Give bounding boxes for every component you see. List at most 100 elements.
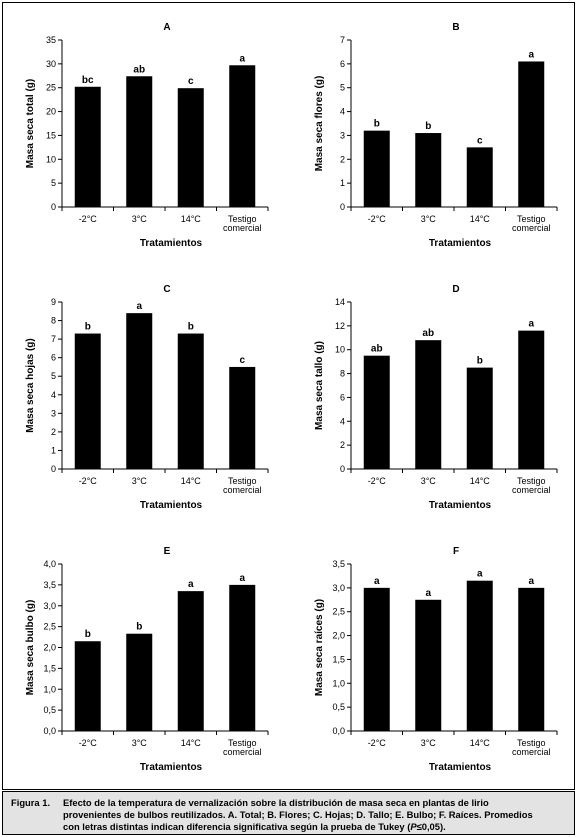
y-tick-label: 0,5 (43, 705, 56, 715)
category-label: Testigo comercial (223, 476, 262, 495)
significance-letter: b (85, 322, 91, 333)
chart-title: A (163, 22, 170, 33)
significance-letter: a (528, 319, 534, 330)
y-tick-label: 5 (51, 178, 56, 188)
bar (466, 367, 493, 469)
y-tick-label: 6 (340, 392, 345, 402)
bar (415, 340, 442, 469)
y-tick-label: 5 (340, 83, 345, 93)
category-label: 3°C (132, 476, 148, 486)
bar (363, 587, 390, 731)
significance-letter: a (374, 576, 380, 587)
bar (74, 333, 101, 469)
y-tick-label: 0 (340, 202, 345, 212)
category-label: 14°C (181, 476, 202, 486)
category-label: -2°C (79, 476, 98, 486)
bar (74, 641, 101, 731)
y-tick-label: 4 (51, 390, 56, 400)
caption-p-symbol: P (410, 821, 417, 832)
y-tick-label: 2,5 (332, 607, 345, 617)
y-tick-label: 2,5 (43, 622, 56, 632)
y-tick-label: 2 (51, 427, 56, 437)
bar (518, 330, 545, 469)
chart-f: F 0,0 0,5 1,0 1,5 2,0 2,5 3,0 3,5 Masa seca raíce… (314, 546, 558, 773)
bar (363, 355, 390, 469)
category-label: Testigo comercial (512, 738, 551, 757)
bar (466, 147, 493, 207)
category-label: 14°C (181, 738, 202, 748)
figure-caption: Figura 1. Efecto de la temperatura de ver… (2, 791, 575, 835)
significance-letter: c (188, 76, 194, 87)
y-tick-label: 1,5 (332, 654, 345, 664)
significance-letter: a (528, 49, 534, 60)
y-tick-label: 2 (340, 440, 345, 450)
y-tick-label: 10 (335, 345, 345, 355)
y-tick-label: 2 (340, 154, 345, 164)
significance-letter: ab (422, 328, 434, 339)
y-tick-label: 3 (340, 130, 345, 140)
category-label: -2°C (368, 476, 387, 486)
category-label: -2°C (79, 738, 98, 748)
y-tick-label: 8 (340, 369, 345, 379)
y-tick-label: 1 (340, 178, 345, 188)
x-axis-label: Tratamientos (140, 762, 203, 773)
category-label: 14°C (470, 738, 491, 748)
y-tick-label: 10 (46, 154, 56, 164)
y-tick-label: 3,5 (332, 559, 345, 569)
category-label: 3°C (132, 214, 148, 224)
category-label: 3°C (421, 214, 437, 224)
y-axis-label: Masa seca tallo (g) (314, 341, 325, 430)
y-tick-label: 4 (340, 107, 345, 117)
y-tick-label: 7 (51, 334, 56, 344)
category-label: Testigo comercial (512, 476, 551, 495)
y-tick-label: 4,0 (43, 559, 56, 569)
y-tick-label: 3 (51, 408, 56, 418)
y-tick-label: 12 (335, 321, 345, 331)
bar (415, 133, 442, 207)
y-tick-label: 7 (340, 35, 345, 45)
bar (229, 584, 256, 731)
bar (415, 599, 442, 731)
bar (466, 580, 493, 731)
y-tick-label: 3,0 (332, 583, 345, 593)
bar (177, 88, 204, 207)
bar (229, 366, 256, 469)
y-tick-label: 1 (51, 445, 56, 455)
significance-letter: b (477, 356, 483, 367)
y-axis-label: Masa seca bulbo (g) (25, 600, 36, 696)
bar (126, 76, 153, 208)
caption-line-3a: con letras distintas indican diferencia … (63, 821, 411, 832)
significance-letter: a (528, 576, 534, 587)
figure-frame (2, 2, 575, 790)
bar (126, 633, 153, 731)
chart-a: A 0 5 10 15 20 25 30 35 Masa seca total (g) bc -2°C… (25, 22, 269, 249)
y-tick-label: 2,0 (43, 643, 56, 653)
chart-title: D (452, 284, 459, 295)
significance-letter: c (239, 355, 245, 366)
caption-label: Figura 1. (11, 797, 51, 808)
x-axis-label: Tratamientos (429, 762, 492, 773)
y-tick-label: 14 (335, 297, 345, 307)
category-label: Testigo comercial (223, 214, 262, 233)
chart-b: B 0 1 2 3 4 5 6 7 Masa seca flores (g) b -2°C b 3°C c 1… (314, 22, 558, 249)
bar (518, 587, 545, 731)
x-axis-label: Tratamientos (429, 500, 492, 511)
y-tick-label: 6 (51, 353, 56, 363)
x-axis-label: Tratamientos (140, 500, 203, 511)
y-axis-label: Masa seca hojas (g) (25, 338, 36, 432)
y-axis-label: Masa seca flores (g) (314, 76, 325, 172)
significance-letter: c (477, 135, 483, 146)
bar (518, 61, 545, 207)
category-label: 14°C (470, 476, 491, 486)
chart-title: B (452, 22, 459, 33)
y-tick-label: 20 (46, 107, 56, 117)
y-axis-label: Masa seca total (g) (25, 79, 36, 168)
y-tick-label: 1,0 (43, 684, 56, 694)
significance-letter: b (188, 322, 194, 333)
caption-line-2: provenientes de bulbos reutilizados. A. … (63, 809, 533, 820)
significance-letter: a (477, 569, 483, 580)
category-label: -2°C (368, 214, 387, 224)
x-axis-label: Tratamientos (140, 238, 203, 249)
significance-letter: b (136, 622, 142, 633)
y-tick-label: 0,0 (43, 726, 56, 736)
